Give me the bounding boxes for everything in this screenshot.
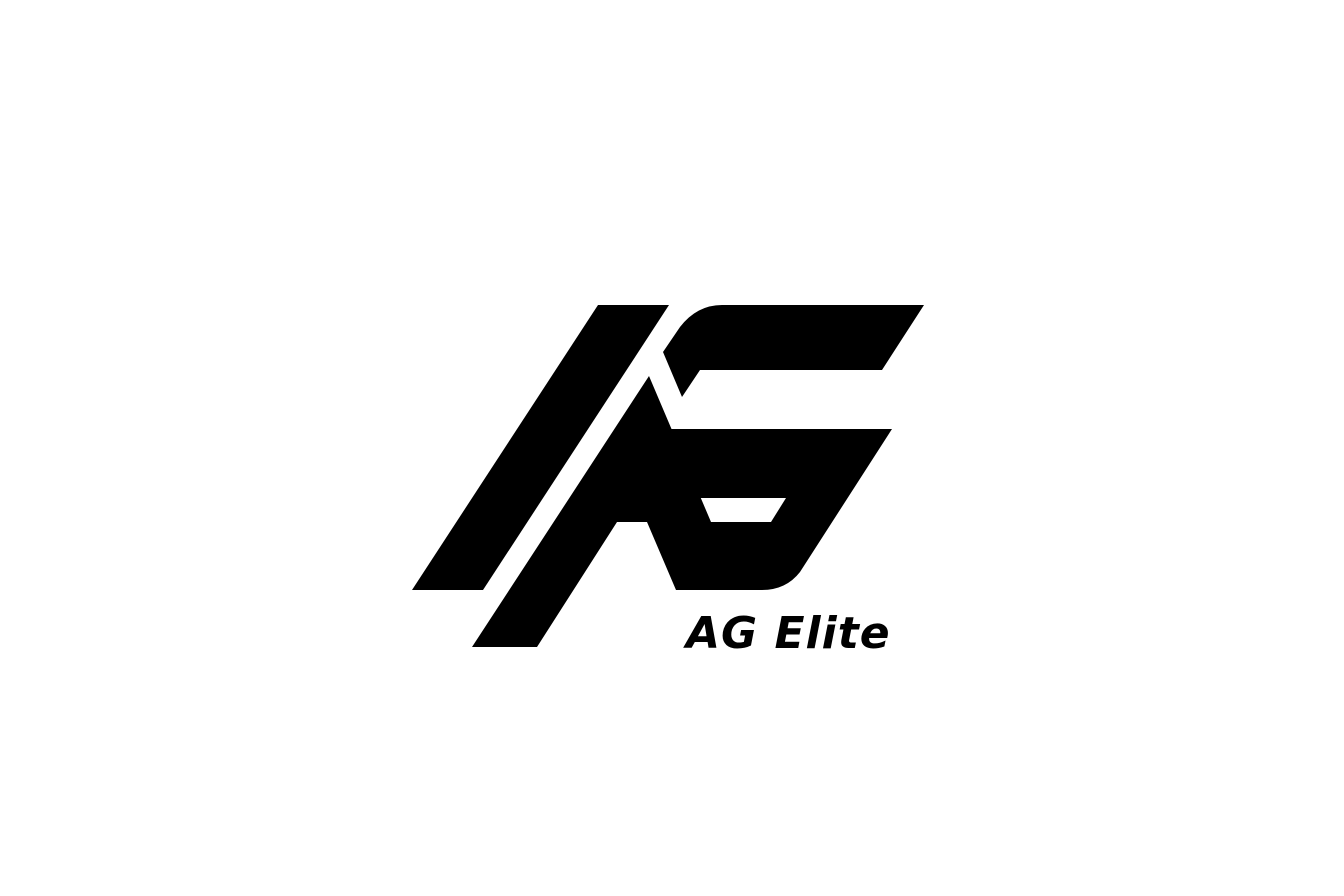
brand-wordmark: AG Elite: [686, 608, 891, 659]
monogram-top-bar: [663, 305, 924, 397]
monogram-left-stroke: [412, 305, 669, 590]
monogram-body: [472, 376, 892, 647]
